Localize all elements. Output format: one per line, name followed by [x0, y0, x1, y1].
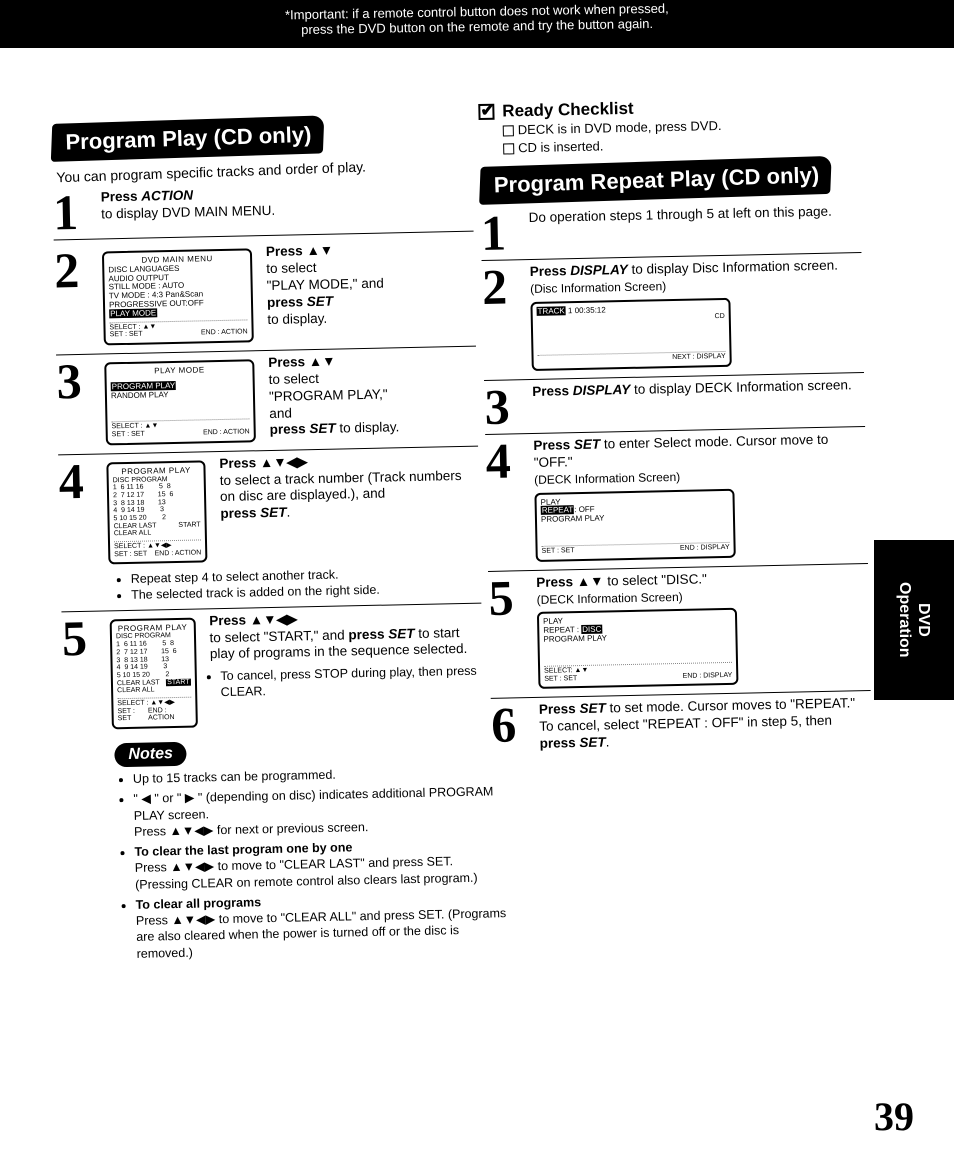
- left-step-2: 2 DVD MAIN MENU DISC LANGUAGES AUDIO OUT…: [54, 236, 476, 351]
- note-item: To clear all programsPress ▲▼◀▶ to move …: [135, 889, 508, 962]
- left-header: Program Play (CD only): [51, 115, 324, 162]
- step-number: 3: [56, 359, 98, 451]
- right-step-4: 4 Press SET to enter Select mode. Cursor…: [485, 426, 868, 567]
- step-number: 1: [53, 190, 94, 236]
- step-number: 4: [58, 458, 101, 607]
- note-item: To clear the last program one by onePres…: [134, 836, 507, 893]
- step-number: 2: [482, 264, 524, 376]
- side-tab-dvd-operation: DVD Operation: [874, 540, 954, 700]
- right-column: Ready Checklist DECK is in DVD mode, pre…: [478, 94, 872, 754]
- screen-disc-info: TRACK 1 00:35:12 CD NEXT : DISPLAY: [530, 298, 731, 371]
- screen-play-mode: PLAY MODE PROGRAM PLAY RANDOM PLAY SELEC…: [104, 359, 256, 445]
- ready-title: Ready Checklist: [502, 99, 634, 122]
- screen-program-play: PROGRAM PLAY DISC PROGRAM 1 6 11 16 5 8 …: [106, 460, 207, 565]
- step-number: 4: [485, 438, 528, 567]
- step-body: Press DISPLAY to display Disc Informatio…: [530, 257, 864, 375]
- step-number: 6: [491, 702, 532, 753]
- checkbox-icon: [503, 125, 514, 136]
- step-body: DVD MAIN MENU DISC LANGUAGES AUDIO OUTPU…: [102, 240, 476, 350]
- checkmark-icon: [478, 104, 494, 120]
- right-step-3: 3 Press DISPLAY to display DECK Informat…: [484, 372, 865, 430]
- note-item: " ◀ " or " ▶ " (depending on disc) indic…: [133, 783, 506, 840]
- step-body: Press SET to set mode. Cursor moves to "…: [539, 695, 872, 753]
- screen-program-play-start: PROGRAM PLAY DISC PROGRAM 1 6 11 16 5 8 …: [110, 617, 198, 729]
- step-body: PROGRAM PLAY DISC PROGRAM 1 6 11 16 5 8 …: [106, 450, 481, 606]
- step-number: 1: [481, 210, 522, 256]
- right-step-6: 6 Press SET to set mode. Cursor moves to…: [491, 690, 872, 754]
- screen-deck-info-off: PLAY REPEAT: OFF PROGRAM PLAY SET : SETE…: [534, 488, 735, 561]
- step-body: PROGRAM PLAY DISC PROGRAM 1 6 11 16 5 8 …: [110, 607, 484, 733]
- step-number: 5: [488, 575, 530, 694]
- left-column: Program Play (CD only) You can program s…: [51, 114, 489, 967]
- step-body: Press DISPLAY to display DECK Informatio…: [532, 377, 865, 429]
- step-body: Do operation steps 1 through 5 at left o…: [528, 203, 861, 255]
- note: To cancel, press STOP during play, then …: [220, 664, 483, 701]
- screen-deck-info-disc: PLAY REPEAT : DISC PROGRAM PLAY SELECT: …: [537, 608, 739, 689]
- step-number: 5: [62, 615, 104, 734]
- step-body: Press ACTION to display DVD MAIN MENU.: [101, 182, 474, 235]
- page-body: Program Play (CD only) You can program s…: [0, 48, 954, 66]
- step-body: PLAY MODE PROGRAM PLAY RANDOM PLAY SELEC…: [104, 351, 478, 450]
- screen-dvd-main-menu: DVD MAIN MENU DISC LANGUAGES AUDIO OUTPU…: [102, 248, 254, 345]
- step-number: 2: [54, 248, 96, 351]
- left-step-4: 4 PROGRAM PLAY DISC PROGRAM 1 6 11 16 5 …: [58, 445, 481, 607]
- right-step-2: 2 Press DISPLAY to display Disc Informat…: [482, 252, 864, 376]
- step-number: 3: [484, 384, 525, 430]
- right-header: Program Repeat Play (CD only): [479, 156, 832, 205]
- top-banner: *Important: if a remote control button d…: [0, 0, 954, 48]
- step-body: Press ▲▼ to select "DISC." (DECK Informa…: [536, 568, 870, 693]
- page-number: 39: [874, 1093, 914, 1140]
- step-body: Press SET to enter Select mode. Cursor m…: [533, 431, 868, 566]
- notes-section: Notes Up to 15 tracks can be programmed.…: [64, 726, 489, 963]
- left-step-1: 1 Press ACTION to display DVD MAIN MENU.: [53, 178, 474, 241]
- checkbox-icon: [503, 143, 514, 154]
- right-step-1: 1 Do operation steps 1 through 5 at left…: [480, 199, 861, 256]
- right-step-5: 5 Press ▲▼ to select "DISC." (DECK Infor…: [488, 563, 871, 694]
- left-step-3: 3 PLAY MODE PROGRAM PLAY RANDOM PLAY SEL…: [56, 346, 478, 451]
- left-step-5: 5 PROGRAM PLAY DISC PROGRAM 1 6 11 16 5 …: [61, 602, 483, 734]
- notes-title: Notes: [114, 742, 187, 768]
- ready-checklist: Ready Checklist DECK is in DVD mode, pre…: [478, 94, 859, 157]
